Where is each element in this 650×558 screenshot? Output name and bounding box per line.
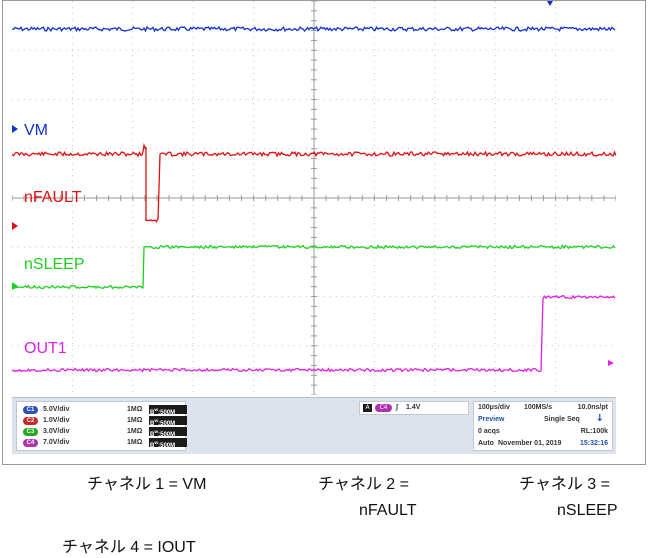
scope-info-bar: C1 5.0V/div 1MΩ BW:500M C2 1.0V/div 1MΩ BW:500M… — [12, 397, 616, 454]
trigger-position-marker-icon — [547, 1, 553, 6]
record-length: RL:100k — [580, 428, 608, 435]
timebase: 100μs/div — [478, 404, 510, 411]
caption-channel-4: チャネル 4 = IOUT — [62, 539, 196, 556]
trigger-level: 1.4V — [406, 404, 421, 411]
volts-per-div: 3.0V/div — [43, 428, 70, 435]
channel-id-pill: C4 — [23, 439, 38, 447]
caption-channel-1: チャネル 1 = VM — [87, 476, 207, 493]
volts-per-div: 7.0V/div — [43, 439, 70, 446]
capture-date: November 01, 2019 — [498, 440, 562, 447]
trigger-panel: A C4 ∫ 1.4V — [359, 401, 469, 415]
out1-trace — [12, 294, 616, 373]
trigger-source-pill: C4 — [375, 404, 392, 412]
oscilloscope-screenshot: VM nFAULT nSLEEP OUT1 C1 5.0V/div 1MΩ BW:500M C… — [2, 0, 646, 465]
bandwidth-limit: BW:500M — [149, 438, 187, 449]
input-impedance: 1MΩ — [127, 417, 143, 424]
trigger-level-marker-icon — [608, 360, 614, 366]
resolution: 10.0ns/pt — [577, 404, 608, 411]
channel-label: nFAULT — [24, 189, 82, 206]
channel-label: OUT1 — [24, 340, 67, 357]
single-seq-arrow-icon: ↓ — [595, 413, 604, 424]
bandwidth-limit: BW:500M — [149, 405, 187, 416]
capture-time: 15:32:16 — [579, 440, 608, 447]
input-impedance: 1MΩ — [127, 439, 143, 446]
caption-channel-2-line-2: nFAULT — [359, 502, 417, 519]
ground-marker-icon — [12, 222, 18, 230]
preview-status: Preview — [478, 416, 505, 423]
channel-id-pill: C1 — [23, 406, 38, 414]
waveform-display: VM nFAULT nSLEEP OUT1 — [12, 1, 616, 395]
trigger-slope-icon: ∫ — [396, 404, 398, 411]
acquisition-mode: Single Seq — [544, 416, 580, 423]
input-impedance: 1MΩ — [127, 406, 143, 413]
acquisition-panel: 100μs/div 100MS/s 10.0ns/pt Preview Sing… — [473, 401, 613, 451]
ground-marker-icon — [12, 125, 18, 133]
ground-marker-icon — [12, 282, 18, 290]
bandwidth-limit: BW:500M — [149, 416, 187, 427]
caption-channel-2-line-1: チャネル 2 = — [318, 476, 409, 493]
volts-per-div: 1.0V/div — [43, 417, 70, 424]
channel-settings-panel: C1 5.0V/div 1MΩ BW:500M C2 1.0V/div 1MΩ BW:500M… — [16, 401, 187, 451]
bandwidth-limit: BW:500M — [149, 427, 187, 438]
input-impedance: 1MΩ — [127, 428, 143, 435]
nfault-trace — [12, 143, 616, 223]
caption-channel-3-line-2: nSLEEP — [557, 502, 618, 519]
sample-rate: 100MS/s — [524, 404, 553, 411]
volts-per-div: 5.0V/div — [43, 406, 70, 413]
nsleep-trace — [12, 244, 616, 290]
channel-id-pill: C3 — [23, 428, 38, 436]
trigger-mode-badge: A — [363, 404, 372, 412]
trigger-auto: Auto — [478, 440, 494, 447]
channel-label: VM — [24, 122, 48, 139]
vm-trace — [12, 25, 616, 33]
acquisition-count: 0 acqs — [478, 428, 500, 435]
channel-label: nSLEEP — [24, 256, 84, 273]
channel-id-pill: C2 — [23, 417, 38, 425]
caption-channel-3-line-1: チャネル 3 = — [519, 476, 610, 493]
